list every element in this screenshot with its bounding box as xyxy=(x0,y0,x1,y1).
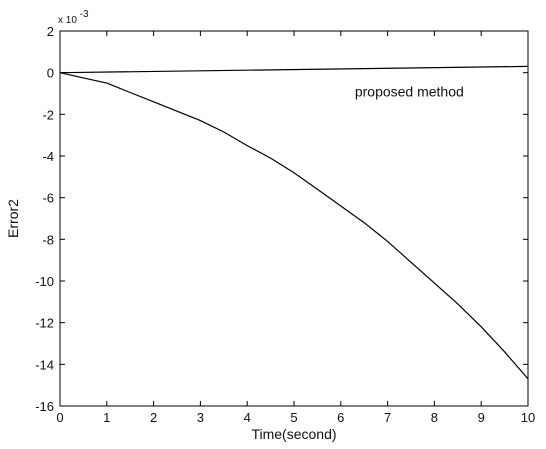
x-tick-label: 10 xyxy=(521,410,535,425)
x-tick-label: 7 xyxy=(384,410,391,425)
x-tick-label: 5 xyxy=(290,410,297,425)
x-tick-label: 1 xyxy=(103,410,110,425)
x-tick-label: 8 xyxy=(431,410,438,425)
x-axis-label: Time(second) xyxy=(251,426,336,442)
x-tick-label: 4 xyxy=(244,410,251,425)
y-tick-label: 0 xyxy=(47,66,54,81)
y-tick-label: -16 xyxy=(35,399,54,414)
y-tick-label: -2 xyxy=(42,107,54,122)
series-line-2 xyxy=(59,72,529,380)
y-tick-label: -14 xyxy=(35,357,54,372)
series-layer xyxy=(59,65,529,380)
y-tick-label: -10 xyxy=(35,274,54,289)
y-tick-label: -6 xyxy=(42,191,54,206)
x-tick-label: 0 xyxy=(56,410,63,425)
series-line-1 xyxy=(59,65,529,74)
y-axis-label: Error2 xyxy=(5,199,21,238)
y-tick-label: -8 xyxy=(42,232,54,247)
y-tick-label: -4 xyxy=(42,149,54,164)
plot-frame xyxy=(59,30,529,407)
y-multiplier-label: x 10 -3 xyxy=(58,9,89,26)
y-multiplier-exponent: -3 xyxy=(80,9,89,20)
y-multiplier-base: x 10 xyxy=(58,15,77,26)
x-tick-label: 3 xyxy=(197,410,204,425)
x-tick-label: 6 xyxy=(337,410,344,425)
x-tick-label: 9 xyxy=(478,410,485,425)
annotation-proposed-method: proposed method xyxy=(355,83,464,99)
y-tick-label: 2 xyxy=(47,24,54,39)
x-tick-label: 2 xyxy=(150,410,157,425)
y-tick-label: -12 xyxy=(35,316,54,331)
labels-layer: 0 1 2 3 4 5 6 7 8 9 10 2 0 -2 -4 -6 -8 -10 -12 -14 -16 xyxy=(35,24,535,425)
